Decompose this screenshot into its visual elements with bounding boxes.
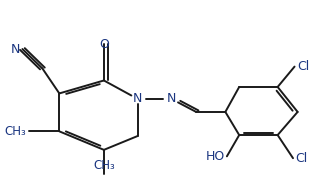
Text: O: O bbox=[99, 38, 109, 51]
Text: N: N bbox=[167, 92, 176, 105]
Text: Cl: Cl bbox=[297, 60, 309, 73]
Text: Cl: Cl bbox=[295, 152, 308, 165]
Text: CH₃: CH₃ bbox=[4, 125, 26, 138]
Text: N: N bbox=[11, 43, 20, 56]
Text: N: N bbox=[133, 92, 142, 105]
Text: CH₃: CH₃ bbox=[93, 159, 115, 172]
Text: HO: HO bbox=[206, 150, 225, 163]
